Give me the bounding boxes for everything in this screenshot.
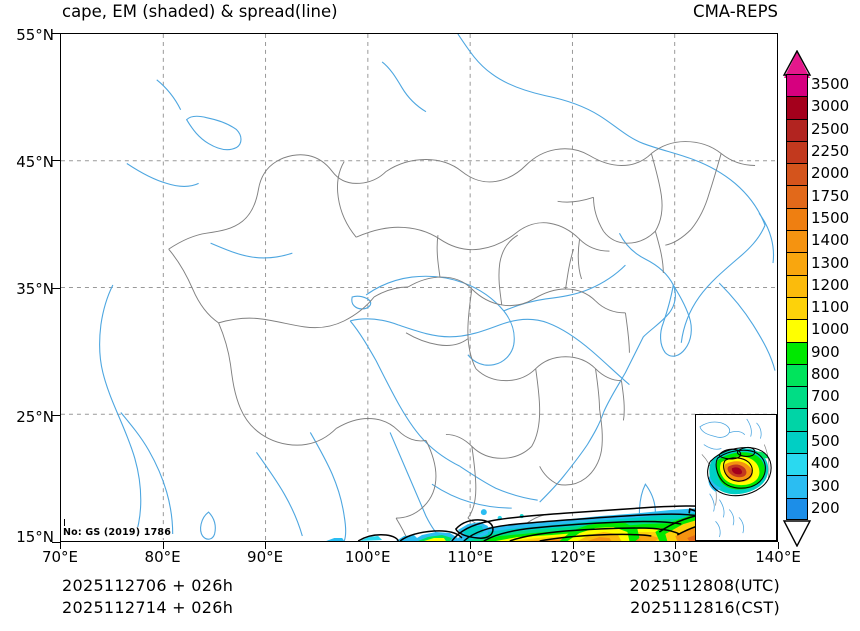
inset-spread-contours — [707, 446, 772, 497]
colorbar-label: 300 — [811, 476, 840, 495]
y-tick-label-35n: 35°N — [16, 280, 54, 298]
coastline-layer — [99, 34, 776, 541]
colorbar-label: 200 — [811, 498, 840, 517]
x-tick-label-130e: 130°E — [652, 548, 699, 566]
y-tick-label-25n: 25°N — [16, 408, 54, 426]
x-tick-label-90e: 90°E — [247, 548, 284, 566]
x-tick-label-110e: 110°E — [447, 548, 494, 566]
y-tick-label-15n: 15°N — [16, 528, 54, 546]
colorbar-label: 700 — [811, 387, 840, 406]
x-tick-mark — [265, 542, 267, 549]
x-tick-label-120e: 120°E — [550, 548, 596, 566]
colorbar-label: 500 — [811, 431, 840, 450]
colorbar-overflow-arrow-top — [784, 52, 810, 78]
colorbar-cell — [786, 363, 808, 387]
y-tick-mark — [52, 288, 60, 289]
x-tick-mark — [367, 542, 369, 549]
footer-valid-utc: 2025112808(UTC) — [629, 576, 780, 595]
colorbar-label: 1100 — [811, 298, 850, 317]
x-tick-label-140e: 140°E — [755, 548, 801, 566]
y-tick-mark — [52, 542, 60, 543]
attribution-tick — [64, 519, 65, 526]
colorbar-cell — [786, 341, 808, 364]
colorbar-cell — [786, 207, 808, 231]
colorbar-cell — [786, 96, 808, 119]
colorbar-cell — [786, 252, 808, 275]
y-tick-mark — [52, 415, 60, 416]
inset-map-svg — [699, 418, 772, 538]
colorbar-label: 2000 — [811, 164, 850, 183]
colorbar-label: 400 — [811, 454, 840, 473]
colorbar-cell — [786, 230, 808, 253]
colorbar-label: 3500 — [811, 75, 850, 94]
colorbar-label: 1300 — [811, 253, 850, 272]
colorbar-label: 1500 — [811, 208, 850, 227]
footer-init-utc: 2025112706 + 026h — [62, 576, 234, 595]
colorbar-cell — [786, 475, 808, 498]
colorbar-label: 1400 — [811, 231, 850, 250]
colorbar-cell — [786, 430, 808, 454]
colorbar-label: 800 — [811, 365, 840, 384]
map-plot-area[interactable]: 100 1 — [60, 33, 778, 542]
colorbar-arrow-bottom-outline — [782, 520, 812, 547]
footer-init-cst: 2025112714 + 026h — [62, 598, 234, 617]
colorbar-cell — [786, 140, 808, 164]
colorbar-label: 1200 — [811, 275, 850, 294]
page-title: cape, EM (shaded) & spread(line) — [62, 2, 338, 21]
footer-valid-cst: 2025112816(CST) — [630, 598, 780, 617]
x-tick-mark — [778, 542, 779, 549]
x-tick-mark — [162, 542, 164, 549]
y-tick-mark — [52, 160, 60, 161]
colorbar-cell — [786, 453, 808, 476]
administrative-borders — [168, 141, 756, 541]
colorbar-arrow-top-outline — [782, 50, 812, 76]
colorbar-cell — [786, 386, 808, 409]
colorbar-cell — [786, 118, 808, 141]
map-gridlines — [61, 34, 777, 541]
colorbar-label: 900 — [811, 342, 840, 361]
colorbar-cell — [786, 274, 808, 297]
colorbar-cell — [786, 497, 808, 520]
colorbar[interactable] — [786, 74, 808, 520]
x-tick-mark — [572, 542, 574, 549]
colorbar-cell — [786, 319, 808, 342]
x-tick-label-80e: 80°E — [144, 548, 181, 566]
map-svg: 100 1 — [61, 34, 777, 541]
y-tick-label-45n: 45°N — [16, 153, 54, 171]
y-tick-label-55n: 55°N — [16, 26, 54, 44]
colorbar-label: 2250 — [811, 142, 850, 161]
y-tick-mark — [52, 33, 60, 34]
inset-map[interactable] — [695, 414, 777, 541]
colorbar-cell — [786, 408, 808, 431]
x-tick-mark — [470, 542, 472, 549]
colorbar-label: 1000 — [811, 320, 850, 339]
colorbar-label: 600 — [811, 409, 840, 428]
x-tick-label-100e: 100°E — [344, 548, 391, 566]
colorbar-cell — [786, 74, 808, 97]
colorbar-cell — [786, 185, 808, 208]
inset-coastline — [699, 418, 762, 538]
x-tick-mark — [675, 542, 677, 549]
colorbar-label: 2500 — [811, 119, 850, 138]
colorbar-label: 3000 — [811, 97, 850, 116]
x-tick-mark — [60, 542, 61, 549]
colorbar-cell — [786, 163, 808, 186]
model-label: CMA-REPS — [693, 2, 778, 21]
x-tick-label-70e: 70°E — [41, 548, 79, 566]
map-attribution: No: GS (2019) 1786 — [62, 527, 173, 538]
colorbar-label: 1750 — [811, 186, 850, 205]
colorbar-cell — [786, 296, 808, 320]
